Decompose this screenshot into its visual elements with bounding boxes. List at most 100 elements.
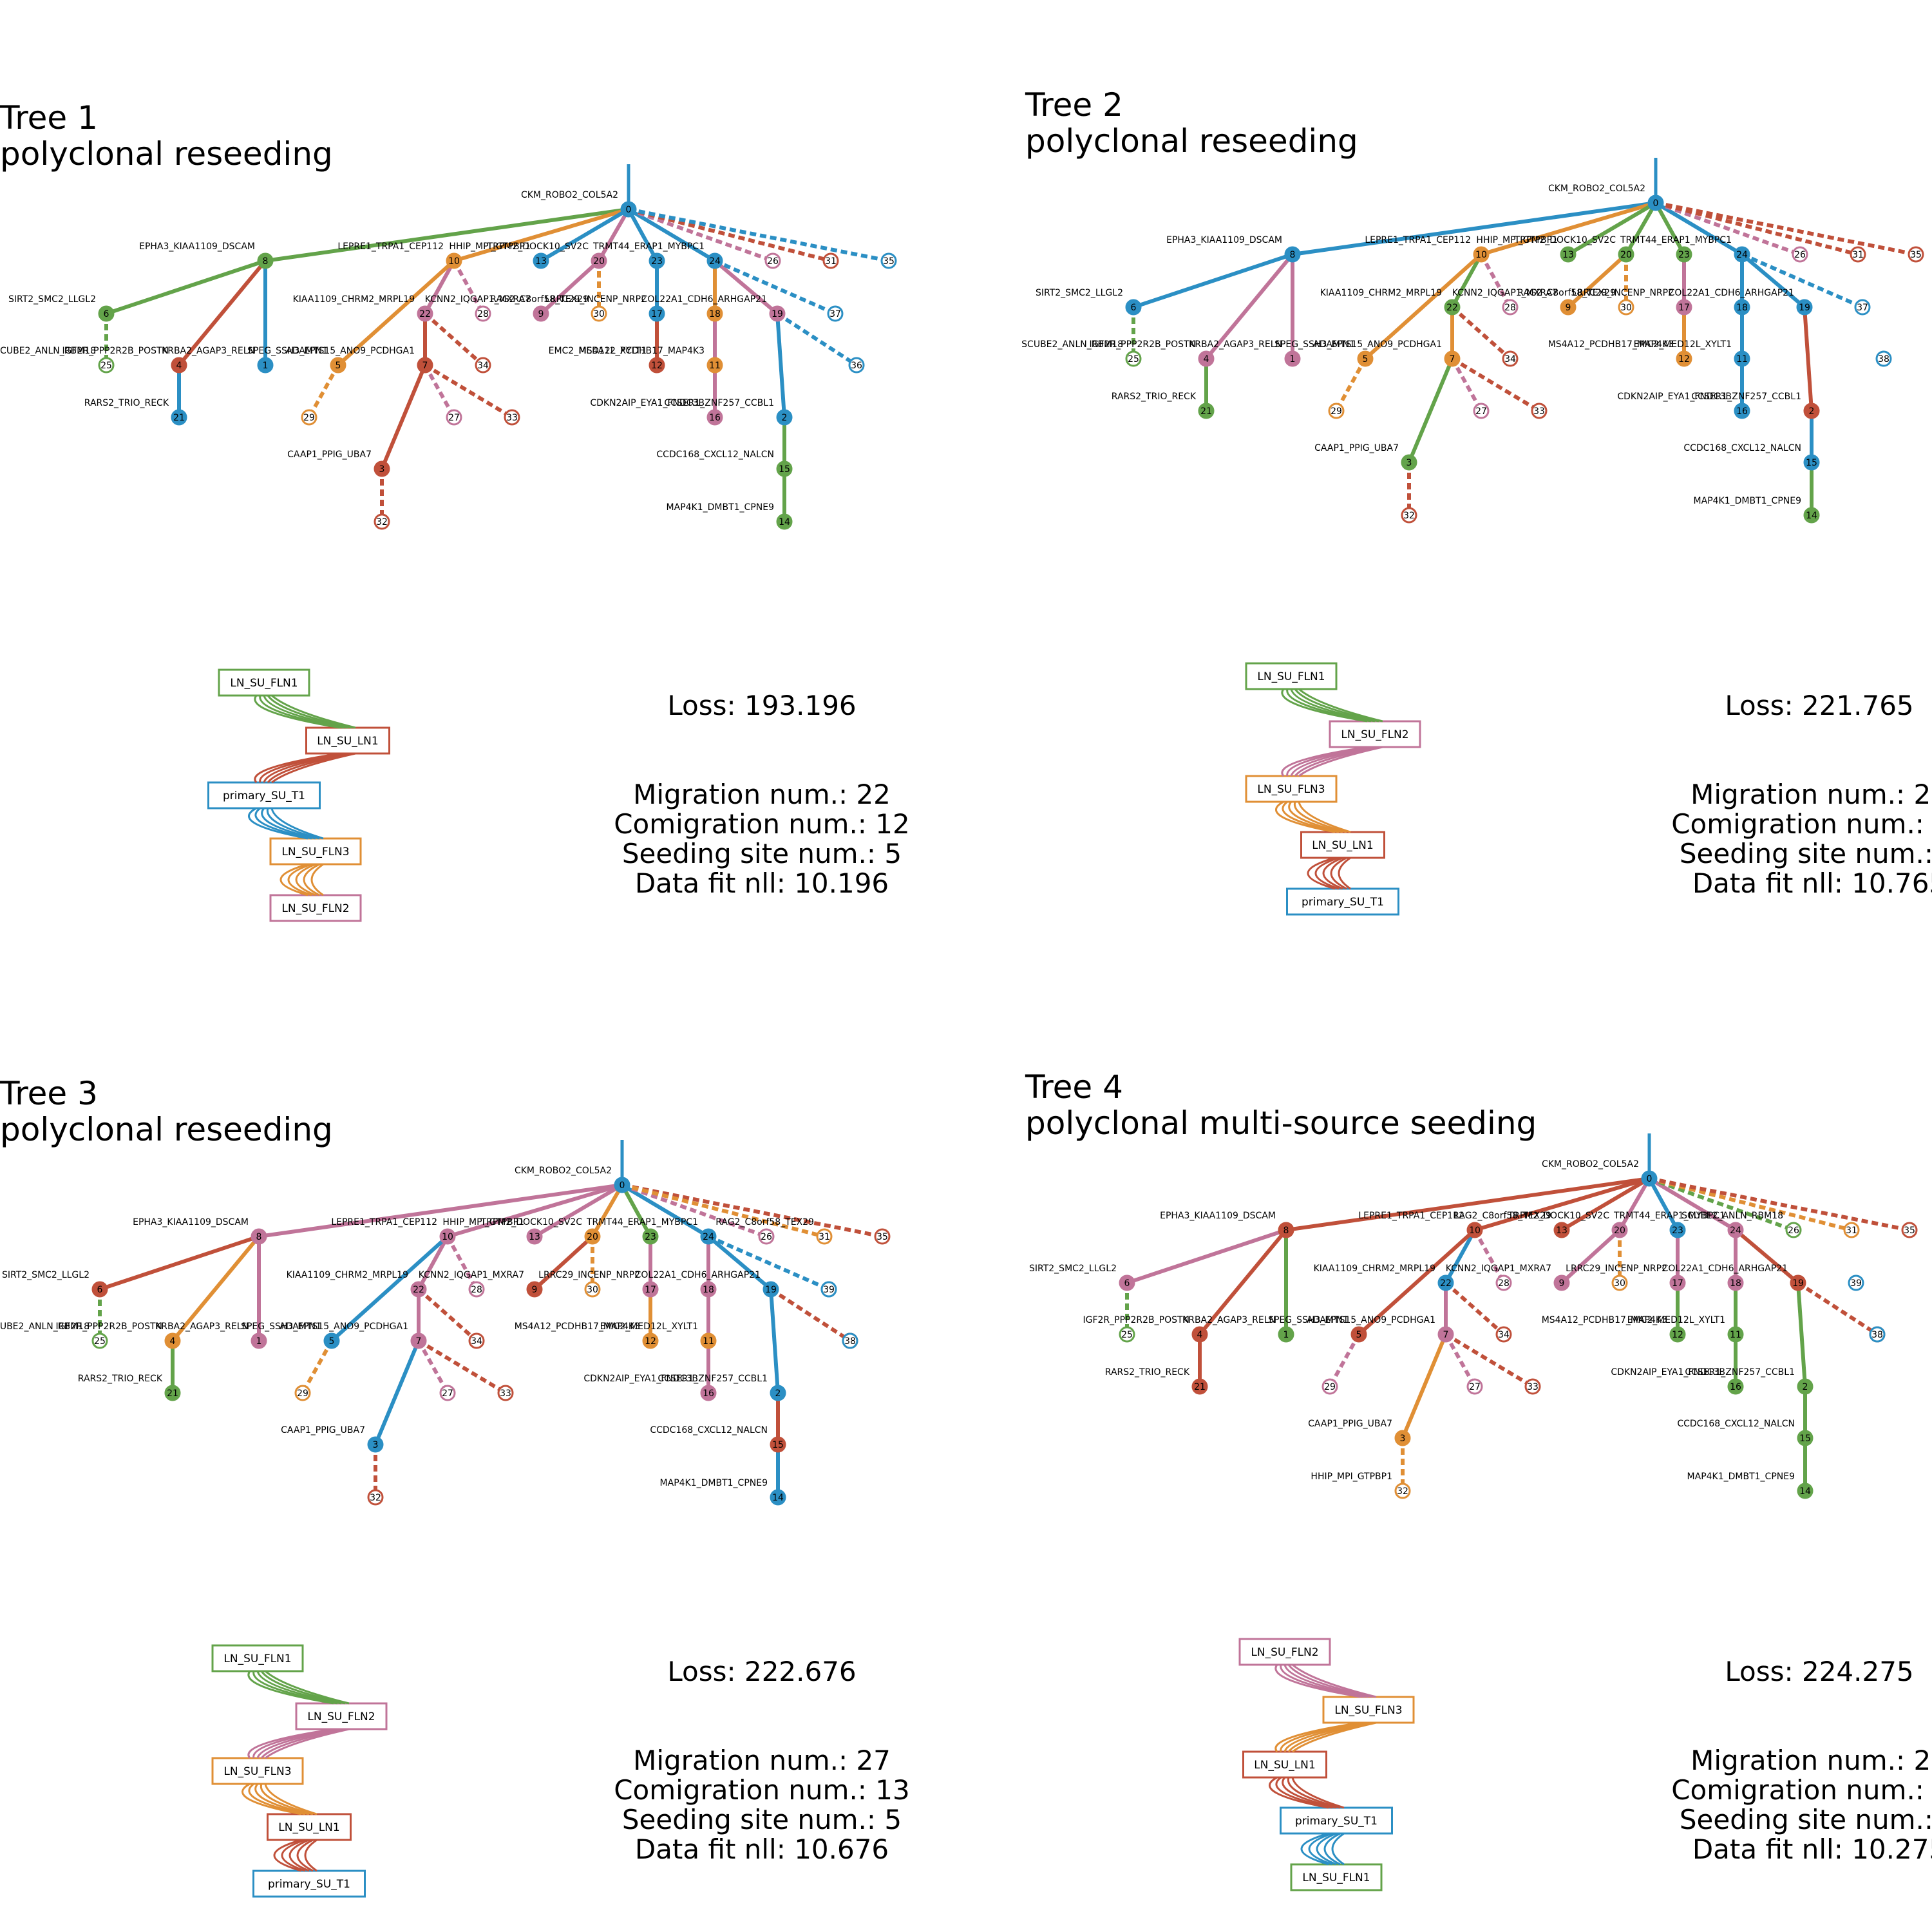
- tree-node-label: RARS2_TRIO_RECK: [1105, 1367, 1190, 1378]
- migration-edge: [265, 1670, 350, 1705]
- tree-node-id: 17: [1678, 303, 1690, 313]
- tree-node: [584, 1281, 601, 1298]
- migration-edge: [266, 808, 320, 840]
- tree-node-label: IGF2R_PPP2R2B_POSTN: [55, 1321, 162, 1332]
- tree-node-id: 3: [1400, 1434, 1406, 1444]
- tree-node-label: MAP4K1_DMBT1_CPNE9: [1694, 496, 1801, 506]
- tree-node-label: EPHA3_KIAA1109_DSCAM: [139, 242, 255, 252]
- tree-node-id: 3: [373, 1440, 379, 1450]
- tree-node-id: 13: [529, 1232, 540, 1242]
- migration-edge: [248, 1783, 306, 1815]
- tree-node-id: 12: [651, 361, 663, 371]
- tree-node-label: MS4A12_PCDHB17_MAP4K3: [1542, 1315, 1667, 1325]
- tree-node-label: CAAP1_PPIG_UBA7: [1314, 443, 1399, 453]
- tree-node-id: 33: [1527, 1382, 1539, 1392]
- tree-node-label: RAG2_C8orf58_TEX29: [490, 294, 589, 305]
- migration-edge: [252, 1728, 338, 1759]
- tree-node-label: CDKN2AIP_EYA1_FNDC3B: [1617, 392, 1732, 402]
- tree-node: [1394, 1482, 1411, 1499]
- tree-edge: [776, 312, 858, 367]
- tree-node-id: 12: [645, 1336, 656, 1347]
- tree-node-id: 29: [303, 413, 315, 423]
- site-label: LN_SU_FLN1: [223, 1653, 291, 1665]
- tree-node-id: 33: [506, 413, 518, 423]
- tree-edge: [1734, 1228, 1799, 1285]
- tree-node: [91, 1281, 108, 1298]
- tree-node-id: 22: [419, 309, 431, 319]
- tree-edge: [621, 1183, 825, 1238]
- tree-edge: [452, 260, 485, 315]
- migration-edge: [1338, 857, 1351, 890]
- tree-node-id: 23: [645, 1232, 656, 1242]
- migration-edge: [1274, 1664, 1361, 1698]
- tree-edges: [1125, 1177, 1910, 1491]
- tree-node-label: CKM_ROBO2_COL5A2: [1548, 184, 1645, 194]
- tree-node: [164, 1385, 181, 1401]
- site-box: [1322, 1696, 1415, 1724]
- site-box: [252, 1870, 366, 1898]
- tree-node: [439, 1228, 456, 1245]
- site-label: LN_SU_LN1: [1254, 1759, 1315, 1772]
- tree-node-id: 17: [651, 309, 663, 319]
- tree-node-label: CDKN2AIP_EYA1_FNDC3B: [590, 398, 705, 408]
- stats-line: Seeding site num.: 5: [1680, 1804, 1932, 1835]
- tree-node: [257, 252, 274, 269]
- tree-node-id: 1: [263, 361, 269, 371]
- tree-node-label: KIAA1109_CHRM2_MRPL19: [1314, 1264, 1435, 1274]
- migration-edge: [1282, 800, 1340, 833]
- tree-node: [330, 357, 346, 374]
- tree-node-id: 18: [1730, 1278, 1741, 1289]
- tree-node-label: RARS2_TRIO_RECK: [1112, 392, 1197, 402]
- tree-node-id: 27: [1475, 406, 1487, 417]
- tree-node-label: MS4A12_PCDHB17_MAP4K3: [1548, 339, 1674, 350]
- tree-node: [374, 460, 390, 477]
- tree-node-label: RAG2_C8orf58_TEX29: [1453, 1211, 1551, 1221]
- tree-node: [1669, 1326, 1686, 1343]
- stats-line: Comigration num.: 13: [614, 1774, 910, 1806]
- tree-node-id: 31: [825, 256, 837, 267]
- site-box: [1242, 1750, 1327, 1779]
- tree-node: [649, 305, 665, 322]
- tree-node: [1797, 1378, 1814, 1395]
- tree-node-id: 35: [1910, 250, 1922, 260]
- tree-node-id: 1: [256, 1336, 262, 1347]
- tree-node: [257, 357, 274, 374]
- migration-graph: LN_SU_FLN2 LN_SU_FLN3 LN_SU_LN1 primary_SU_…: [1238, 1638, 1415, 1891]
- tree-node: [446, 252, 462, 269]
- tree-edge: [1649, 1177, 1910, 1232]
- tree-edge: [1618, 1177, 1651, 1231]
- tree-node: [620, 201, 637, 218]
- stats-line: Loss: 224.275: [1725, 1656, 1913, 1687]
- site-label: LN_SU_LN1: [1312, 839, 1373, 852]
- tree-node-id: 34: [1498, 1330, 1510, 1340]
- tree-node-id: 8: [263, 256, 269, 267]
- tree-node-id: 18: [1736, 303, 1748, 313]
- tree-edge: [1444, 1281, 1505, 1336]
- tree-node-id: 29: [297, 1388, 308, 1399]
- tree-node-label: ADAMTS15_ANO9_PCDHGA1: [286, 346, 415, 356]
- panel-subtitle: polyclonal reseeding: [0, 135, 333, 173]
- migration-edge: [1281, 688, 1368, 723]
- tree-node-id: 23: [1672, 1226, 1683, 1236]
- tree-node-id: 5: [329, 1336, 335, 1347]
- tree-node: [1797, 1482, 1814, 1499]
- tree-node: [251, 1332, 267, 1349]
- stats-line: Migration num.: 28: [1690, 1745, 1932, 1776]
- tree-node-label: RARS2_TRIO_RECK: [84, 398, 169, 408]
- tree-node: [1278, 1326, 1294, 1343]
- tree-node-label: IGF2R_PPP2R2B_POSTN: [62, 346, 169, 356]
- tree-node-id: 8: [1290, 250, 1296, 260]
- tree-edge: [770, 1287, 851, 1343]
- tree-node-label: KCNN2_IQGAP1_MXRA7: [1446, 1264, 1551, 1274]
- migration-edge: [1269, 1776, 1329, 1809]
- tree-edge: [1133, 252, 1293, 309]
- tree-edge: [380, 364, 427, 470]
- tree-node: [1191, 1326, 1208, 1343]
- migration-edge: [1298, 688, 1383, 723]
- tree-node-id: 20: [587, 1232, 598, 1242]
- migration-edge: [254, 807, 312, 840]
- stats-line: Migration num.: 27: [633, 1745, 891, 1776]
- tree-node-id: 29: [1324, 1382, 1336, 1392]
- tree-node-label: CDKN2AIP_EYA1_FNDC3B: [583, 1374, 698, 1384]
- migration-edge: [1298, 746, 1383, 777]
